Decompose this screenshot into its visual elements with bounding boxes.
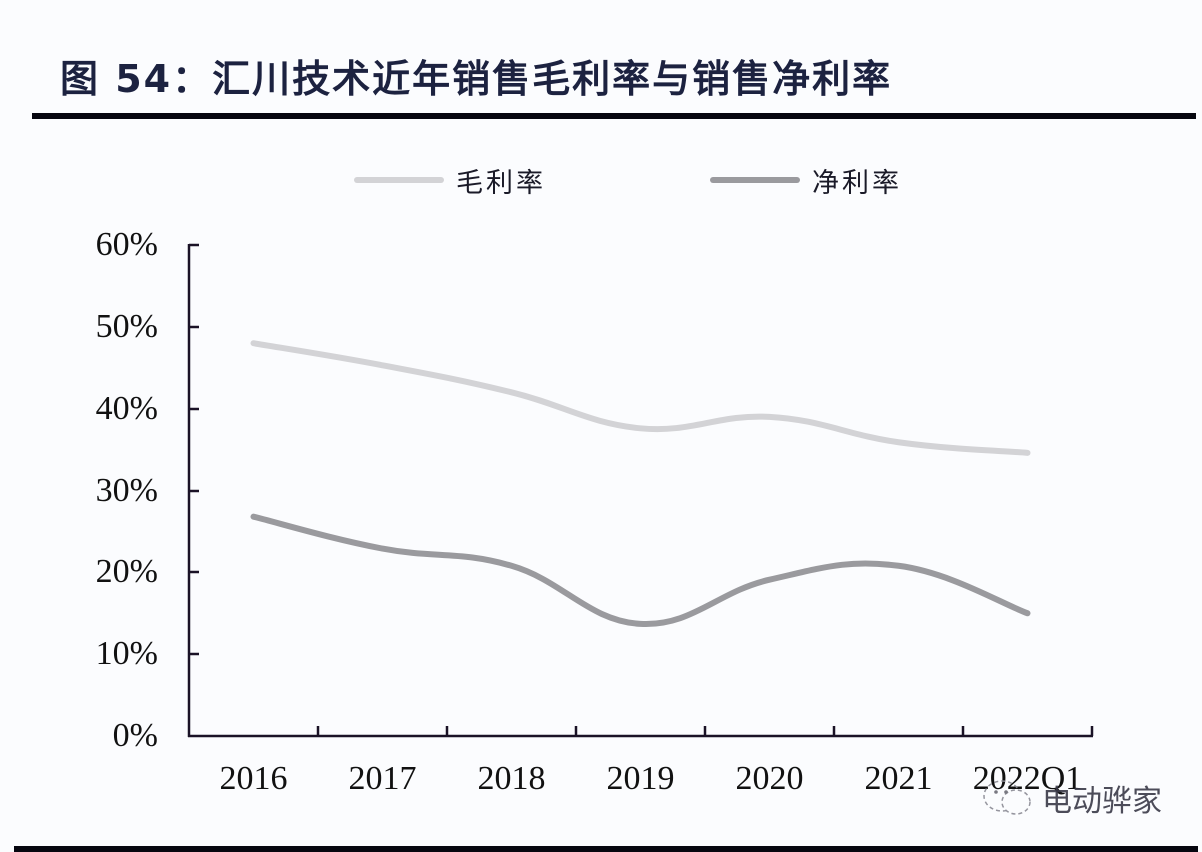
legend-label-gross-margin: 毛利率 [456, 167, 546, 199]
wechat-icon [983, 780, 1031, 815]
x-axis [188, 726, 1094, 738]
series-line-net-margin [250, 513, 1031, 627]
chart-title: 图 54：汇川技术近年销售毛利率与销售净利率 [60, 57, 893, 101]
series-line-gross-margin [250, 340, 1031, 456]
x-tick-label: 2019 [606, 760, 675, 797]
chart-legend: 毛利率 净利率 [0, 160, 1202, 200]
legend-item-net-margin: 净利率 [710, 160, 902, 200]
x-tick-label: 2016 [219, 760, 288, 797]
x-tick-label: 2018 [477, 760, 546, 797]
x-tick-label: 2020 [735, 760, 804, 797]
legend-label-net-margin: 净利率 [812, 167, 902, 199]
y-axis [187, 243, 199, 737]
y-tick-label: 10% [95, 635, 158, 672]
x-tick-label: 2017 [348, 760, 417, 797]
legend-item-gross-margin: 毛利率 [354, 160, 546, 200]
watermark-text: 电动骅家 [1042, 784, 1162, 819]
title-divider [32, 113, 1196, 119]
y-tick-label: 0% [112, 717, 158, 754]
legend-swatch-net-margin [710, 177, 800, 183]
legend-swatch-gross-margin [354, 177, 444, 183]
y-tick-label: 30% [95, 472, 158, 509]
y-tick-label: 50% [95, 308, 158, 345]
y-tick-label: 40% [95, 390, 158, 427]
bottom-divider [14, 846, 1198, 852]
y-tick-label: 60% [95, 226, 158, 263]
x-tick-label: 2021 [864, 760, 933, 797]
watermark: 电动骅家 [978, 776, 1162, 820]
y-tick-label: 20% [95, 553, 158, 590]
x-tick-label: 2022Q1 [972, 760, 1083, 797]
